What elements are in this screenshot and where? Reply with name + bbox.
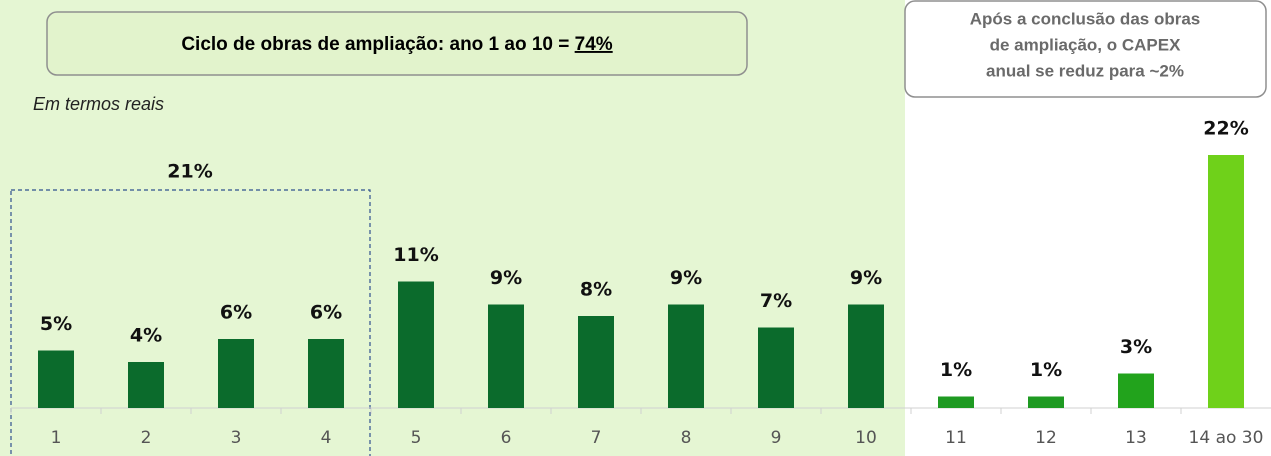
bar: [1208, 155, 1244, 408]
value-label: 7%: [760, 290, 792, 312]
x-tick-label: 2: [141, 428, 152, 448]
value-label: 4%: [130, 325, 162, 347]
title-text: Ciclo de obras de ampliação: ano 1 ao 10…: [181, 34, 569, 55]
x-tick-label: 13: [1125, 428, 1147, 448]
x-tick-label: 3: [231, 428, 242, 448]
annotation: Após a conclusão das obras de ampliação, …: [970, 9, 1201, 80]
x-tick-label: 10: [855, 428, 877, 448]
group-box: [10, 189, 371, 456]
x-tick-label: 12: [1035, 428, 1057, 448]
value-label: 6%: [310, 302, 342, 324]
value-label: 3%: [1120, 336, 1152, 358]
title-box: [46, 11, 748, 76]
x-tick-label: 8: [681, 428, 692, 448]
bar: [1118, 373, 1154, 408]
value-label: 1%: [1030, 359, 1062, 381]
value-label: 1%: [940, 359, 972, 381]
value-label: 9%: [490, 267, 522, 289]
x-tick-label: 1: [51, 428, 62, 448]
annotation-line: Após a conclusão das obras: [970, 9, 1201, 28]
x-tick-label: 6: [501, 428, 512, 448]
bar: [308, 339, 344, 408]
bar: [218, 339, 254, 408]
value-label: 8%: [580, 279, 612, 301]
x-tick-label: 5: [411, 428, 422, 448]
x-tick-label: 9: [771, 428, 782, 448]
value-label: 6%: [220, 302, 252, 324]
x-tick-label: 4: [321, 428, 332, 448]
x-tick-label: 7: [591, 428, 602, 448]
bar: [38, 350, 74, 408]
annotation-line: de ampliação, o CAPEX: [990, 35, 1181, 54]
bar: [488, 304, 524, 408]
bar: [848, 304, 884, 408]
title-highlight: 74%: [575, 34, 613, 55]
x-tick-label: 11: [945, 428, 967, 448]
chart-title: Ciclo de obras de ampliação: ano 1 ao 10…: [181, 34, 612, 55]
annotation-line: anual se reduz para ~2%: [986, 61, 1184, 80]
value-label: 9%: [670, 267, 702, 289]
bar: [758, 327, 794, 408]
group-label: 21%: [167, 161, 212, 183]
value-label: 9%: [850, 267, 882, 289]
bar: [1028, 396, 1064, 408]
bar: [668, 304, 704, 408]
value-label: 22%: [1203, 118, 1248, 140]
bar: [578, 316, 614, 408]
x-tick-label: 14 ao 30: [1189, 428, 1264, 448]
subtitle: Em termos reais: [33, 94, 164, 114]
annotation-box: [904, 0, 1267, 98]
value-label: 5%: [40, 313, 72, 335]
value-label: 11%: [393, 244, 438, 266]
bar: [398, 281, 434, 408]
bar: [938, 396, 974, 408]
bar: [128, 362, 164, 408]
